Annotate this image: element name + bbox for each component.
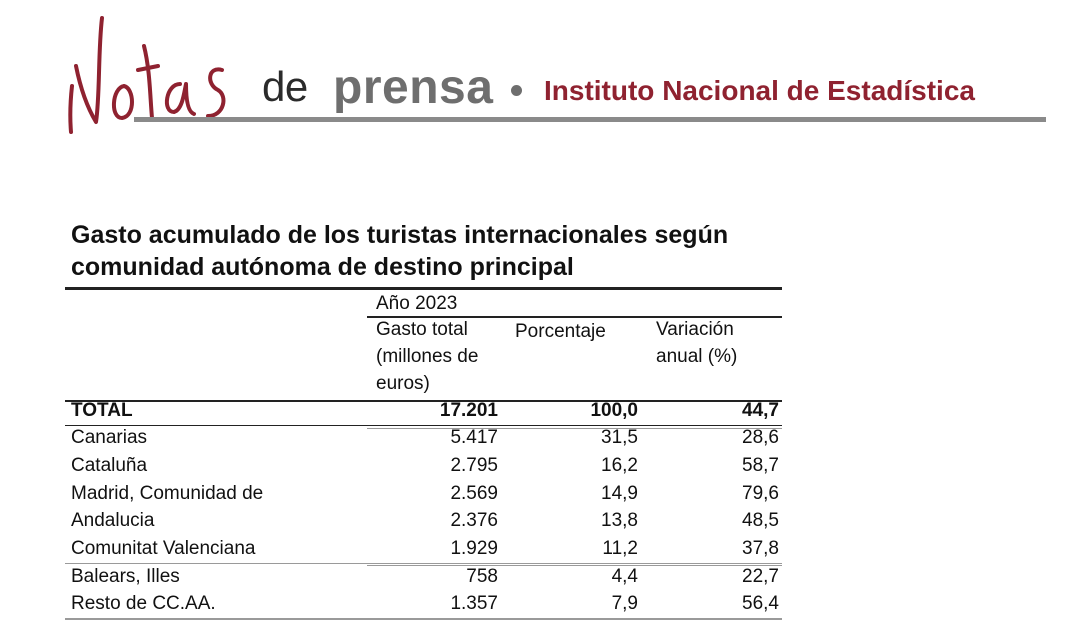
row-variacion: 22,7	[742, 566, 779, 587]
row-porcentaje: 13,8	[601, 510, 638, 531]
row-porcentaje: 4,4	[611, 566, 638, 587]
row-porcentaje: 7,9	[611, 593, 638, 614]
col-header-gasto: Gasto total (millones de euros)	[376, 319, 479, 394]
year-header: Año 2023	[376, 293, 458, 314]
total-rule-under	[367, 428, 782, 429]
col-header-variacion: Variación anual (%)	[656, 319, 738, 367]
row-gasto: 2.795	[450, 455, 498, 476]
col-header-porcentaje: Porcentaje	[515, 321, 606, 342]
row-label: Madrid, Comunidad de	[71, 483, 264, 504]
table-top-rule	[65, 287, 782, 290]
row-label: Cataluña	[71, 455, 148, 476]
row-gasto: 2.376	[450, 510, 498, 531]
table-bottom-rule	[65, 618, 782, 620]
total-variacion: 44,7	[742, 400, 779, 421]
row-porcentaje: 14,9	[601, 483, 638, 504]
table-title: Gasto acumulado de los turistas internac…	[71, 221, 729, 281]
row-variacion: 56,4	[742, 593, 779, 614]
row-label: Canarias	[71, 427, 148, 448]
total-label: TOTAL	[71, 400, 133, 421]
row-label: Resto de CC.AA.	[71, 593, 216, 614]
total-porcentaje: 100,0	[590, 400, 638, 421]
institution-name: Instituto Nacional de Estadística	[544, 75, 975, 106]
row-gasto: 2.569	[450, 483, 498, 504]
group-rule-under	[367, 565, 782, 566]
bullet-separator	[511, 85, 522, 96]
row-gasto: 1.357	[450, 593, 498, 614]
row-porcentaje: 16,2	[601, 455, 638, 476]
row-label: Andalucia	[71, 510, 155, 531]
total-gasto: 17.201	[439, 400, 498, 421]
notas-logo	[58, 8, 248, 138]
row-variacion: 48,5	[742, 510, 779, 531]
row-gasto: 1.929	[450, 538, 498, 559]
masthead-de: de	[262, 63, 308, 110]
row-gasto: 758	[466, 566, 498, 587]
row-variacion: 58,7	[742, 455, 779, 476]
row-variacion: 79,6	[742, 483, 779, 504]
masthead-prensa: prensa	[333, 61, 494, 114]
header-bottom-rule	[65, 400, 782, 402]
row-gasto: 5.417	[450, 427, 498, 448]
year-rule	[367, 316, 782, 318]
row-label: Balears, Illes	[71, 566, 180, 587]
header-rule	[134, 117, 1046, 122]
row-label: Comunitat Valenciana	[71, 538, 256, 559]
total-rule	[65, 425, 782, 426]
group-rule	[65, 563, 782, 564]
row-variacion: 28,6	[742, 427, 779, 448]
row-porcentaje: 11,2	[602, 538, 638, 559]
row-variacion: 37,8	[742, 538, 779, 559]
row-porcentaje: 31,5	[601, 427, 638, 448]
